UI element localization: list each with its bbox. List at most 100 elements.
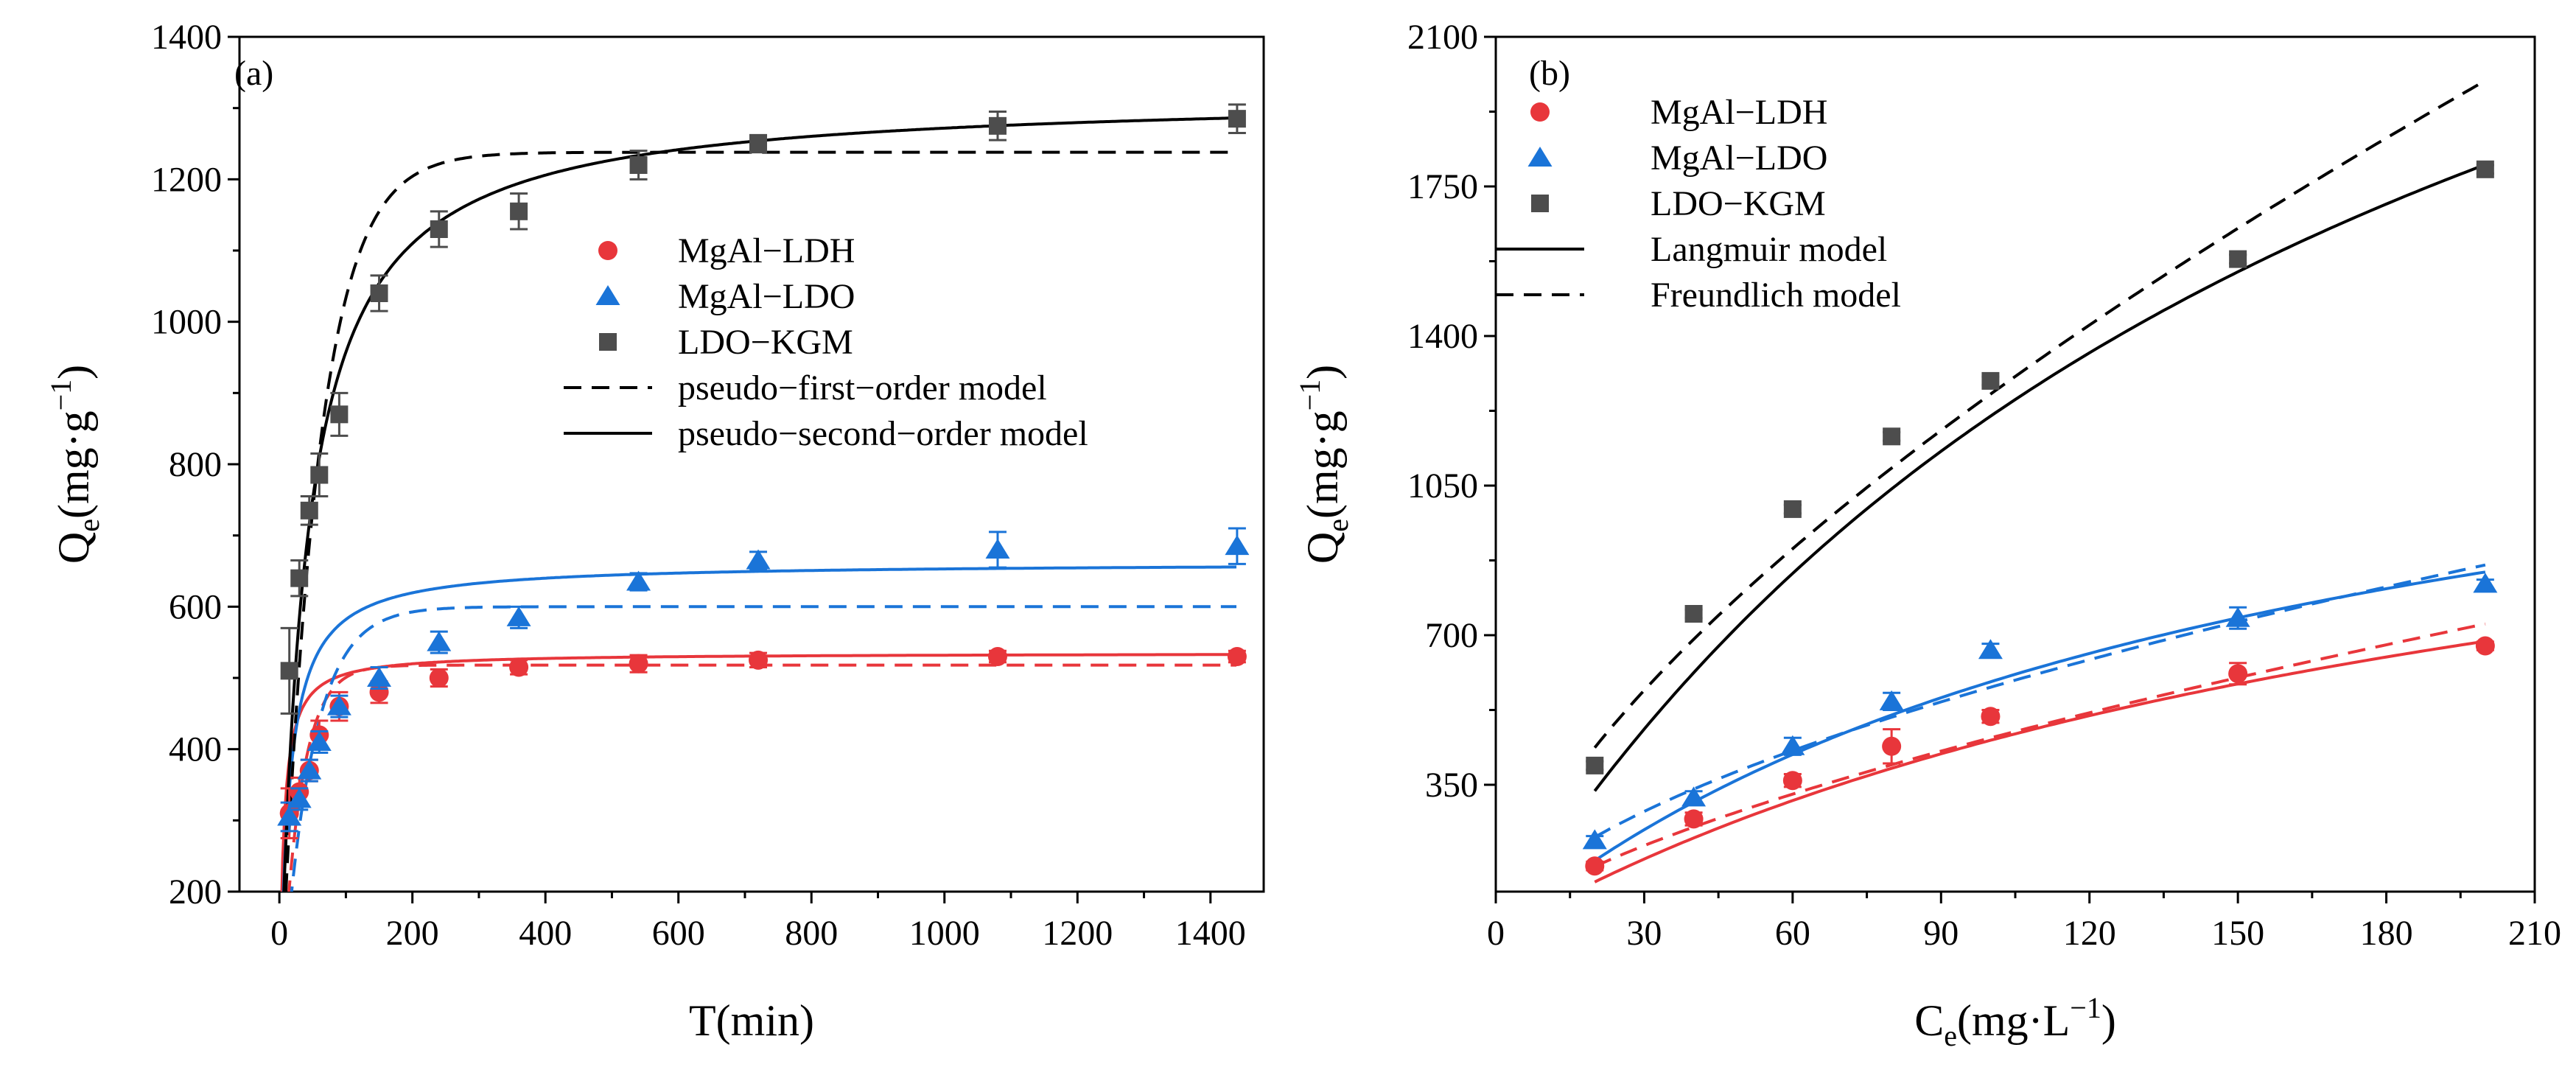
- model-curve-solid: [280, 653, 1236, 892]
- x-tick-label: 60: [1775, 914, 1810, 953]
- data-point: [277, 805, 302, 826]
- data-point: [2229, 250, 2247, 268]
- data-point: [2225, 606, 2250, 627]
- x-axis-title-sub: e: [1944, 1019, 1957, 1052]
- data-point: [1981, 371, 2000, 390]
- data-point: [369, 682, 389, 702]
- y-tick-label: 700: [1425, 616, 1478, 655]
- data-point: [1585, 856, 1605, 876]
- data-point: [749, 650, 769, 670]
- x-axis-title-close: ): [2101, 996, 2116, 1045]
- x-tick-label: 30: [1626, 914, 1662, 953]
- y-tick-label: 600: [169, 587, 222, 626]
- y-axis-title-main: Q: [49, 532, 98, 564]
- legend: MgAl−LDH MgAl−LDO LDO−KGM pseudo−first−orde…: [564, 231, 1088, 453]
- x-tick-label: 1200: [1042, 914, 1113, 953]
- x-tick-label: 600: [652, 914, 705, 953]
- data-point: [1883, 427, 1901, 446]
- x-axis-title: T(min): [689, 996, 814, 1045]
- panel-label: (a): [234, 54, 273, 93]
- y-tick-label: 1200: [151, 160, 222, 199]
- y-tick-label: 1400: [1407, 317, 1478, 356]
- x-tick-label: 1400: [1175, 914, 1246, 953]
- x-tick-label: 90: [1923, 914, 1959, 953]
- y-tick-label: 800: [169, 445, 222, 484]
- data-point: [1225, 535, 1250, 556]
- data-point: [310, 466, 329, 484]
- x-tick-label: 1000: [909, 914, 980, 953]
- data-point: [2475, 636, 2495, 656]
- legend-label: MgAl−LDH: [678, 231, 855, 270]
- data-point: [429, 668, 449, 688]
- data-point: [287, 788, 312, 808]
- data-point: [626, 570, 651, 591]
- y-axis-title-unit: (mg·g: [1298, 410, 1347, 519]
- x-tick-label: 0: [1487, 914, 1505, 953]
- data-point: [326, 695, 351, 716]
- legend-marker-triangle: [1527, 147, 1553, 167]
- legend-label: LDO−KGM: [1651, 184, 1826, 223]
- data-point: [290, 569, 309, 587]
- data-point: [629, 654, 648, 674]
- data-point: [1882, 736, 1902, 756]
- legend-marker-square: [1531, 195, 1549, 212]
- y-tick-label: 2100: [1407, 18, 1478, 57]
- data-point: [1586, 756, 1604, 774]
- x-tick-label: 150: [2211, 914, 2264, 953]
- y-tick-label: 1000: [151, 303, 222, 342]
- data-point: [1783, 500, 1802, 518]
- data-point: [506, 606, 531, 626]
- data-point: [1681, 786, 1707, 807]
- legend-label: MgAl−LDH: [1651, 93, 1827, 132]
- legend-label: MgAl−LDO: [678, 277, 855, 316]
- y-axis-title-sub: e: [1321, 519, 1354, 532]
- data-point: [1782, 771, 1802, 791]
- data-point: [509, 657, 529, 677]
- y-axis-title-sup: −1: [1293, 379, 1326, 411]
- data-point: [300, 501, 318, 519]
- y-axis-title-close: ): [1298, 365, 1347, 379]
- y-axis-title: Qe(mg·g−1): [44, 365, 105, 564]
- x-tick-label: 800: [785, 914, 838, 953]
- panel-b-isotherm-chart: 0 30 60 90 120 150 180 210 350 700 1050 1400 1750 210…: [1293, 18, 2561, 1052]
- legend: MgAl−LDH MgAl−LDO LDO−KGM Langmuir model Fre…: [1496, 93, 1901, 315]
- model-curve-dashed: [287, 663, 1236, 892]
- y-axis-title-main: Q: [1298, 532, 1347, 564]
- x-tick-label: 0: [270, 914, 288, 953]
- model-curve-dashed: [1594, 563, 2486, 839]
- x-tick-label: 180: [2360, 914, 2413, 953]
- legend-marker-circle: [1530, 102, 1550, 122]
- y-axis-title-unit: (mg·g: [49, 410, 98, 519]
- data-point: [629, 156, 648, 174]
- y-axis-title: Qe(mg·g−1): [1293, 365, 1354, 564]
- x-tick-label: 210: [2508, 914, 2561, 953]
- data-point: [280, 662, 298, 680]
- plot-frame: [238, 35, 1265, 893]
- data-point: [2476, 160, 2494, 178]
- data-point: [330, 405, 349, 424]
- model-curve-solid: [1594, 640, 2486, 884]
- x-axis-title: Ce(mg·L−1): [1914, 991, 2116, 1052]
- data-point: [746, 549, 771, 570]
- model-curve-dashed: [284, 150, 1236, 892]
- data-point: [1879, 690, 1904, 710]
- data-point: [297, 759, 322, 780]
- y-tick-label: 400: [169, 730, 222, 769]
- model-curve-dashed: [290, 605, 1236, 892]
- data-point: [987, 647, 1007, 666]
- data-point: [367, 667, 392, 687]
- y-tick-label: 200: [169, 872, 222, 912]
- data-point: [1227, 647, 1247, 666]
- y-tick-label: 350: [1425, 766, 1478, 805]
- data-point: [1978, 639, 2003, 660]
- model-curve-solid: [1593, 163, 2486, 792]
- y-axis-title-sup: −1: [44, 379, 77, 411]
- data-point: [307, 731, 332, 751]
- data-point: [985, 539, 1010, 559]
- model-curve-solid: [281, 565, 1237, 892]
- data-point: [510, 202, 528, 220]
- x-tick-label: 400: [519, 914, 572, 953]
- model-curve-dashed: [1593, 79, 2486, 749]
- data-point: [427, 631, 452, 651]
